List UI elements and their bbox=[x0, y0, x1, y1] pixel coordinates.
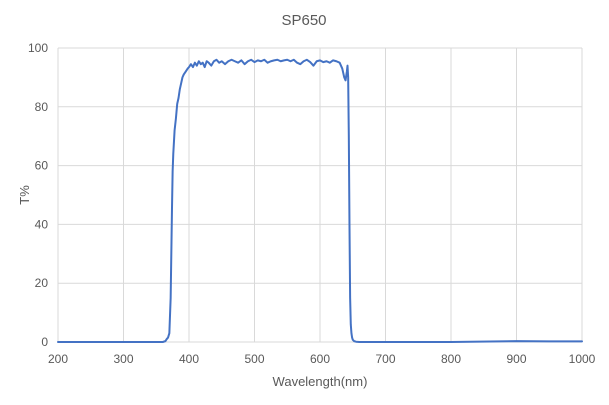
x-axis-label: Wavelength(nm) bbox=[273, 374, 368, 389]
y-tick-label: 40 bbox=[35, 217, 49, 231]
y-tick-label: 80 bbox=[35, 100, 49, 114]
x-axis-ticks: 200 300 400 500 600 700 800 900 1000 bbox=[48, 352, 596, 366]
chart-title: SP650 bbox=[281, 12, 326, 29]
y-axis-ticks: 0 20 40 60 80 100 bbox=[28, 41, 48, 349]
x-tick-label: 700 bbox=[375, 352, 395, 366]
x-tick-label: 900 bbox=[506, 352, 526, 366]
x-tick-label: 800 bbox=[441, 352, 461, 366]
y-tick-label: 60 bbox=[35, 159, 49, 173]
y-tick-label: 100 bbox=[28, 41, 48, 55]
gridlines bbox=[57, 47, 583, 343]
transmission-curve bbox=[57, 58, 583, 343]
x-tick-label: 400 bbox=[179, 352, 199, 366]
x-tick-label: 1000 bbox=[569, 352, 596, 366]
y-axis-label: T% bbox=[17, 185, 32, 205]
x-tick-label: 600 bbox=[310, 352, 330, 366]
x-tick-label: 500 bbox=[244, 352, 264, 366]
y-tick-label: 20 bbox=[35, 276, 49, 290]
x-tick-label: 300 bbox=[113, 352, 133, 366]
x-tick-label: 200 bbox=[48, 352, 68, 366]
y-tick-label: 0 bbox=[41, 335, 48, 349]
